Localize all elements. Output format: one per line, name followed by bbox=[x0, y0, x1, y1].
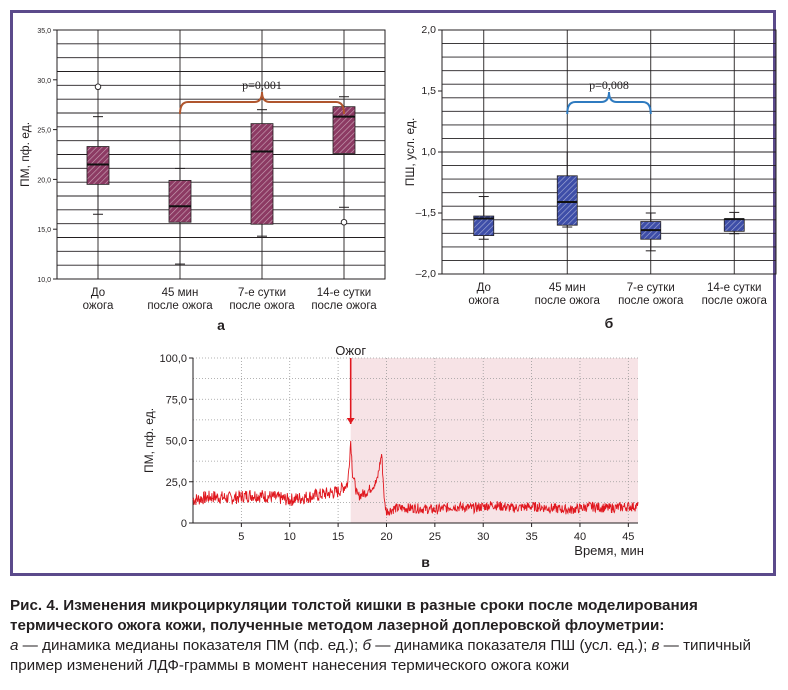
chart-b-x-tick-label: после ожога bbox=[618, 295, 684, 307]
chart-b-significance-bracket bbox=[566, 91, 652, 115]
chart-a-y-tick-label: 15,0 bbox=[37, 227, 51, 234]
chart-b-box bbox=[556, 175, 578, 226]
chart-a-significance-bracket bbox=[179, 91, 345, 115]
chart-c-x-tick-label: 30 bbox=[477, 531, 489, 543]
chart-a-x-tick-label: До bbox=[91, 287, 105, 299]
chart-c-y-tick-label: 50,0 bbox=[166, 436, 187, 448]
chart-c-y-tick-label: 25,0 bbox=[166, 477, 187, 489]
chart-b-box bbox=[723, 218, 745, 232]
chart-c-x-tick-label: 15 bbox=[332, 531, 344, 543]
caption-text-c: — типичный пример изменений ЛДФ-граммы в… bbox=[10, 637, 751, 674]
chart-a-y-axis-label: ПМ, пф. ед. bbox=[18, 122, 32, 187]
panel-label-c: в bbox=[421, 554, 430, 570]
caption-letter-b: б bbox=[362, 637, 371, 654]
chart-c-x-tick-label: 5 bbox=[238, 531, 244, 543]
chart-b-x-tick-label: 45 мин bbox=[549, 282, 586, 294]
chart-c-x-tick-label: 35 bbox=[525, 531, 537, 543]
chart-a-outlier bbox=[340, 218, 348, 226]
chart-c-y-tick-label: 75,0 bbox=[166, 394, 187, 406]
chart-b-x-tick-label: До bbox=[477, 282, 491, 294]
chart-b-y-axis-label: ПШ, усл. ед. bbox=[403, 118, 417, 187]
chart-c-trace-series bbox=[192, 440, 639, 516]
chart-b-y-tick-label: 1,0 bbox=[421, 146, 436, 158]
chart-c-event-label: Ожог bbox=[335, 343, 366, 358]
chart-c-event-arrowhead bbox=[346, 418, 355, 424]
chart-a-box bbox=[250, 123, 274, 225]
chart-c-y-tick-label: 100,0 bbox=[159, 353, 187, 365]
panel-label-b: б bbox=[605, 315, 614, 331]
caption-letter-c: в bbox=[651, 637, 660, 654]
chart-b-x-tick-label: 7-е сутки bbox=[627, 282, 675, 294]
chart-a-x-tick-label: после ожога bbox=[229, 300, 295, 312]
chart-a-x-tick-label: ожога bbox=[83, 300, 114, 312]
chart-c-x-tick-label: 25 bbox=[429, 531, 441, 543]
chart-a-x-tick-label: после ожога bbox=[147, 300, 213, 312]
chart-c-x-tick-label: 45 bbox=[622, 531, 634, 543]
chart-c-x-tick-label: 40 bbox=[574, 531, 586, 543]
chart-c-x-axis-label: Время, мин bbox=[574, 543, 644, 558]
chart-b-x-tick-label: 14-е сутки bbox=[707, 282, 761, 294]
chart-c-x-tick-label: 20 bbox=[380, 531, 392, 543]
chart-a-x-tick-label: после ожога bbox=[311, 300, 377, 312]
chart-c-shaded-region bbox=[350, 358, 638, 523]
chart-a-p-value: p=0,001 bbox=[242, 78, 282, 92]
chart-a-x-tick-label: 7-е сутки bbox=[238, 287, 286, 299]
chart-a-y-tick-label: 10,0 bbox=[37, 277, 51, 284]
chart-b-x-tick-label: после ожога bbox=[702, 295, 768, 307]
caption-text-b: — динамика показателя ПШ (усл. ед.); bbox=[370, 637, 652, 654]
chart-b-x-tick-label: ожога bbox=[468, 295, 499, 307]
panel-label-a: а bbox=[217, 317, 225, 333]
chart-a-outlier bbox=[94, 83, 102, 91]
chart-c-y-axis-label: ПМ, пф. ед. bbox=[142, 408, 156, 473]
caption-title: Рис. 4. Изменения микроциркуляции толсто… bbox=[10, 597, 698, 634]
caption-text-a: — динамика медианы показателя ПМ (пф. ед… bbox=[18, 637, 363, 654]
caption-letter-a: а bbox=[10, 637, 19, 654]
chart-a-y-tick-label: 25,0 bbox=[37, 128, 51, 135]
chart-c-x-tick-label: 10 bbox=[284, 531, 296, 543]
chart-b-y-tick-label: 2,0 bbox=[421, 24, 436, 36]
chart-b-p-value: p=0,008 bbox=[589, 78, 629, 92]
chart-b-x-tick-label: после ожога bbox=[535, 295, 601, 307]
chart-b-y-tick-label: 1,5 bbox=[421, 85, 436, 97]
chart-a-x-tick-label: 45 мин bbox=[162, 287, 199, 299]
chart-a-y-tick-label: 30,0 bbox=[37, 78, 51, 85]
chart-a-plot-frame bbox=[56, 29, 386, 280]
chart-c-y-tick-label: 0 bbox=[181, 518, 187, 530]
chart-b-y-tick-label: –1,5 bbox=[416, 207, 437, 219]
figure-caption: Рис. 4. Изменения микроциркуляции толсто… bbox=[10, 596, 782, 676]
chart-a-box bbox=[332, 106, 356, 154]
chart-b-y-tick-label: –2,0 bbox=[416, 268, 437, 280]
chart-b-box bbox=[473, 215, 495, 236]
chart-a-box bbox=[168, 179, 192, 223]
chart-a-y-tick-label: 35,0 bbox=[37, 28, 51, 35]
chart-a-y-tick-label: 20,0 bbox=[37, 177, 51, 184]
chart-a-x-tick-label: 14-е сутки bbox=[317, 287, 371, 299]
